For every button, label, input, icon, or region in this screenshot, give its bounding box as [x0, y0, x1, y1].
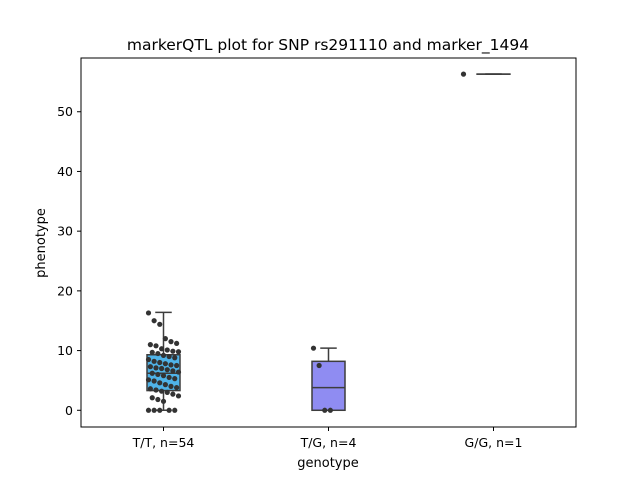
y-tick-label: 30 [57, 224, 73, 239]
data-point [157, 359, 163, 366]
box [311, 360, 346, 412]
data-point [153, 343, 159, 349]
data-point [160, 398, 167, 404]
data-point [149, 349, 155, 355]
data-point [145, 407, 152, 413]
data-point [310, 345, 317, 351]
data-point [155, 350, 161, 357]
data-point [170, 368, 176, 374]
x-tick-label: G/G, n=1 [465, 435, 523, 450]
data-point [147, 364, 153, 370]
y-axis-label: phenotype [34, 208, 49, 278]
data-point [172, 376, 178, 382]
data-point [145, 377, 152, 383]
point-group [310, 345, 333, 413]
data-point [166, 353, 172, 360]
data-point [147, 386, 153, 392]
data-point [164, 347, 170, 353]
data-point [164, 367, 170, 373]
data-point [145, 356, 152, 363]
x-tick-label: T/G, n=4 [300, 435, 357, 450]
data-point [327, 407, 333, 413]
y-tick-label: 50 [57, 104, 73, 119]
data-point [157, 321, 163, 327]
data-point [151, 358, 157, 364]
data-point [151, 378, 157, 384]
data-point [162, 382, 168, 388]
x-axis: T/T, n=54 T/G, n=4 G/G, n=1 [132, 427, 523, 450]
y-axis: 0 10 20 30 40 50 [57, 104, 81, 418]
y-tick-label: 40 [57, 164, 73, 179]
box-group [311, 347, 346, 412]
data-point [160, 373, 167, 379]
data-point [168, 383, 174, 389]
data-point [147, 342, 153, 348]
data-point [174, 384, 180, 391]
data-point [172, 355, 178, 361]
data-point [155, 396, 161, 403]
y-tick-label: 0 [65, 403, 73, 418]
data-point [170, 348, 176, 354]
data-point [155, 371, 161, 378]
data-point [153, 365, 159, 371]
data-point [170, 391, 176, 397]
data-point [172, 407, 178, 413]
plot-area [145, 71, 511, 413]
data-point [322, 407, 328, 413]
data-point [159, 365, 165, 372]
x-tick-label: T/T, n=54 [132, 435, 195, 450]
data-point [166, 374, 172, 381]
point-group [145, 310, 182, 413]
data-point [157, 407, 163, 413]
data-point [175, 393, 182, 399]
data-point [174, 340, 180, 347]
data-point [175, 369, 182, 375]
chart-title: markerQTL plot for SNP rs291110 and mark… [127, 36, 529, 55]
data-point [153, 387, 159, 393]
data-point [460, 71, 467, 77]
data-point [149, 370, 155, 376]
data-point [175, 349, 182, 355]
data-point [162, 361, 168, 367]
data-point [174, 362, 180, 369]
y-tick-label: 10 [57, 343, 73, 358]
data-point [151, 318, 157, 324]
data-point [162, 336, 168, 342]
data-point [160, 352, 167, 358]
data-point [159, 346, 165, 352]
y-tick-label: 20 [57, 283, 73, 298]
data-point [145, 310, 152, 316]
data-point [164, 389, 170, 395]
data-point [168, 339, 174, 345]
data-point [168, 362, 174, 368]
data-point [151, 407, 157, 413]
point-group [460, 71, 467, 77]
data-point [159, 388, 165, 394]
x-axis-label: genotype [297, 456, 358, 471]
data-point [149, 395, 155, 401]
data-point [166, 407, 172, 413]
data-point [316, 362, 322, 369]
data-point [157, 380, 163, 386]
